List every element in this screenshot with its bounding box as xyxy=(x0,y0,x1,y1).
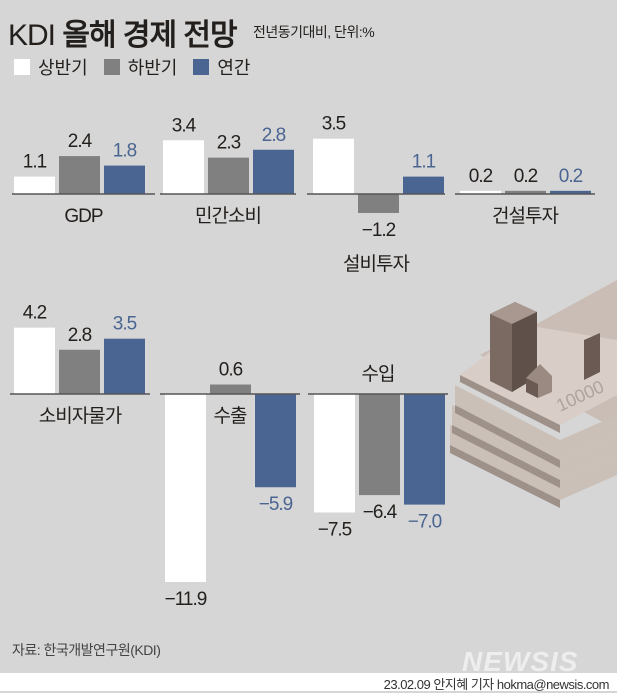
title-main: 올해 경제 전망 xyxy=(62,19,237,52)
chart-title: KDI 올해 경제 전망 xyxy=(8,10,238,54)
bar xyxy=(403,176,444,194)
value-label: 3.5 xyxy=(113,314,137,335)
bar xyxy=(59,156,100,194)
legend-item-first-half: 상반기 xyxy=(14,54,88,80)
bar xyxy=(505,190,546,194)
value-label: 1.1 xyxy=(412,152,436,173)
value-label: 2.8 xyxy=(262,125,286,146)
legend-swatch xyxy=(193,59,210,75)
value-label: −11.9 xyxy=(165,589,207,610)
legend-swatch xyxy=(103,59,120,75)
bar xyxy=(313,138,354,194)
bar xyxy=(14,176,55,194)
bar xyxy=(165,394,206,583)
category-label: 설비투자 xyxy=(343,253,409,275)
value-label: 1.1 xyxy=(23,152,47,173)
bar xyxy=(104,165,145,194)
value-label: −1.2 xyxy=(362,220,396,241)
value-label: 0.2 xyxy=(514,166,538,187)
chart-subtitle: 전년동기대비, 단위:% xyxy=(253,24,375,40)
bar xyxy=(253,149,294,194)
category-label: 건설투자 xyxy=(492,205,558,227)
bar xyxy=(104,338,145,394)
legend-label: 하반기 xyxy=(127,58,178,78)
title-prefix: KDI xyxy=(8,19,56,52)
category-label: 수입 xyxy=(362,363,395,385)
category-label: 수출 xyxy=(214,405,247,427)
value-label: −7.5 xyxy=(318,520,352,541)
legend-swatch xyxy=(14,59,30,75)
legend: 상반기 하반기 연간 xyxy=(14,54,251,80)
legend-item-second-half: 하반기 xyxy=(103,54,178,80)
newsis-logo: NEWSIS xyxy=(462,646,579,677)
money-stack-illustration: 10000 xyxy=(450,280,617,508)
value-label: 3.5 xyxy=(322,114,346,135)
value-label: −5.9 xyxy=(259,494,293,515)
bar xyxy=(163,140,204,194)
value-label: 1.8 xyxy=(113,141,137,162)
bar xyxy=(314,394,355,513)
category-label: 민간소비 xyxy=(195,205,261,227)
footer-bar xyxy=(0,673,617,691)
legend-item-annual: 연간 xyxy=(193,54,251,80)
category-label: 소비자물가 xyxy=(39,405,122,427)
value-label: 2.8 xyxy=(68,325,92,346)
value-label: −6.4 xyxy=(363,502,398,523)
bar xyxy=(14,327,55,394)
source-note: 자료: 한국개발연구원(KDI) xyxy=(12,642,161,658)
bar xyxy=(460,190,501,194)
category-label: GDP xyxy=(64,206,103,227)
value-label: 0.6 xyxy=(219,360,243,381)
value-label: 0.2 xyxy=(469,166,493,187)
bar xyxy=(404,394,445,505)
credit-line: 23.02.09 안지혜 기자 hokma@newsis.com xyxy=(383,677,610,692)
bar xyxy=(358,194,399,213)
bar xyxy=(208,157,249,194)
bar xyxy=(359,394,400,496)
legend-label: 연간 xyxy=(217,58,251,78)
value-label: −7.0 xyxy=(408,512,442,533)
bar xyxy=(59,349,100,394)
bar xyxy=(210,384,251,394)
value-label: 3.4 xyxy=(172,115,197,136)
value-label: 2.3 xyxy=(217,133,241,154)
legend-label: 상반기 xyxy=(38,58,88,78)
bar xyxy=(550,190,591,194)
value-label: 0.2 xyxy=(559,166,583,187)
value-label: 2.4 xyxy=(68,131,93,152)
value-label: 4.2 xyxy=(23,303,47,324)
bar xyxy=(255,394,296,488)
